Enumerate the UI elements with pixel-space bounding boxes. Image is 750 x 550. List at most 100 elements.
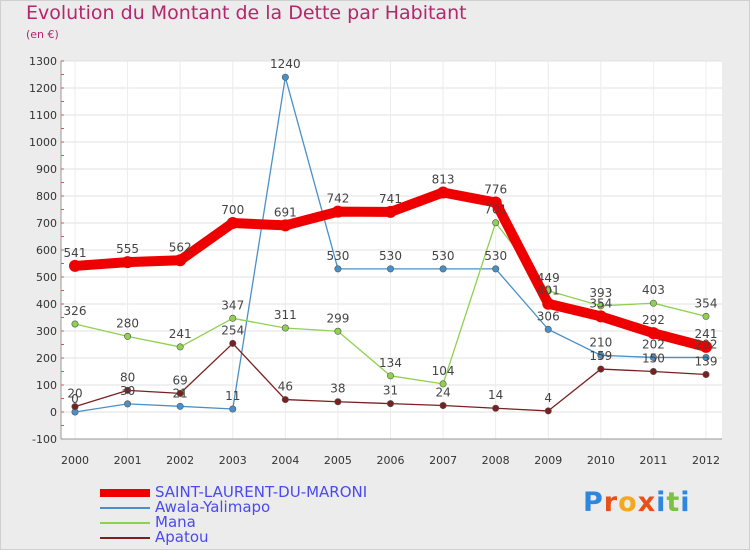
data-label: 691	[274, 205, 297, 219]
data-label: 742	[326, 192, 349, 206]
data-label: 14	[488, 388, 503, 402]
data-label: 449	[537, 271, 560, 285]
legend-label-awala-yalimapo: Awala-Yalimapo	[155, 498, 271, 516]
x-tick-label: 2006	[377, 454, 405, 467]
data-label: 104	[432, 364, 455, 378]
data-point	[489, 196, 502, 209]
data-label: 24	[435, 386, 450, 400]
y-tick-label: 100	[36, 379, 57, 392]
data-label: 139	[695, 354, 718, 368]
y-tick-label: 900	[36, 163, 57, 176]
data-label: 530	[326, 249, 349, 263]
data-label: 562	[169, 240, 192, 254]
legend-swatch-apatou	[100, 537, 150, 539]
data-label: 530	[484, 249, 507, 263]
data-point	[492, 265, 500, 273]
logo-letter: o	[618, 487, 638, 518]
legend-swatch-saint-laurent	[100, 489, 150, 497]
data-label: 241	[169, 327, 192, 341]
chart-subtitle: (en €)	[26, 28, 59, 41]
x-tick-label: 2002	[166, 454, 194, 467]
data-point	[124, 332, 132, 340]
data-label: 31	[383, 384, 398, 398]
data-label: 347	[221, 298, 244, 312]
legend-item-apatou: Apatou	[100, 528, 500, 546]
data-label: 1240	[270, 57, 301, 71]
y-tick-label: 400	[36, 298, 57, 311]
data-point	[279, 219, 292, 232]
data-label: 393	[589, 286, 612, 300]
data-point	[384, 205, 397, 218]
data-point	[649, 353, 657, 361]
data-point	[542, 297, 555, 310]
y-tick-label: 1200	[29, 82, 57, 95]
data-point	[439, 402, 447, 410]
legend-swatch-mana	[100, 522, 150, 524]
legend-label-apatou: Apatou	[155, 528, 209, 546]
data-label: 813	[432, 172, 455, 186]
data-label: 776	[484, 182, 507, 196]
data-point	[71, 403, 79, 411]
data-point	[229, 314, 237, 322]
data-point	[544, 325, 552, 333]
data-label: 202	[642, 337, 665, 351]
data-point	[331, 205, 344, 218]
x-tick-label: 2009	[534, 454, 562, 467]
y-tick-label: 300	[36, 325, 57, 338]
data-label: 11	[225, 389, 240, 403]
x-tick-label: 2011	[639, 454, 667, 467]
data-point	[437, 186, 450, 199]
y-tick-label: 1300	[29, 55, 57, 68]
data-point	[386, 265, 394, 273]
data-label: 134	[379, 356, 402, 370]
data-label: 306	[537, 309, 560, 323]
proxiti-logo: Proxiti	[583, 487, 691, 518]
data-point	[649, 367, 657, 375]
data-point	[334, 327, 342, 335]
data-point	[334, 265, 342, 273]
x-tick-label: 2012	[692, 454, 720, 467]
data-point	[597, 365, 605, 373]
data-label: 241	[695, 327, 718, 341]
y-tick-label: 700	[36, 217, 57, 230]
legend-item-awala-yalimapo: Awala-Yalimapo	[100, 498, 500, 516]
x-tick-label: 2007	[429, 454, 457, 467]
data-label: 701	[484, 203, 507, 217]
data-label: 4	[544, 391, 552, 405]
data-label: 202	[695, 337, 718, 351]
data-point	[124, 386, 132, 394]
data-label: 741	[379, 192, 402, 206]
y-tick-label: 1100	[29, 109, 57, 122]
data-label: 80	[120, 370, 135, 384]
y-tick-label: 500	[36, 271, 57, 284]
x-tick-label: 2000	[61, 454, 89, 467]
y-tick-label: 800	[36, 190, 57, 203]
data-label: 299	[326, 311, 349, 325]
data-point	[176, 389, 184, 397]
data-point	[281, 396, 289, 404]
data-point	[229, 339, 237, 347]
data-point	[594, 310, 607, 323]
data-point	[71, 320, 79, 328]
legend-item-mana: Mana	[100, 513, 500, 531]
data-label: 326	[64, 304, 87, 318]
logo-letter: i	[656, 487, 667, 518]
data-point	[492, 404, 500, 412]
logo-letter: t	[666, 487, 681, 518]
data-point	[492, 219, 500, 227]
data-point	[121, 256, 134, 269]
logo-letter: x	[637, 487, 657, 518]
data-point	[229, 405, 237, 413]
logo-letter: i	[680, 487, 691, 518]
data-label: 159	[589, 349, 612, 363]
data-label: 354	[589, 296, 612, 310]
data-point	[386, 372, 394, 380]
x-tick-label: 2010	[587, 454, 615, 467]
x-tick-label: 2003	[219, 454, 247, 467]
data-label: 150	[642, 352, 665, 366]
legend-label-saint-laurent: SAINT-LAURENT-DU-MARONI	[155, 483, 368, 501]
data-label: 46	[278, 380, 293, 394]
data-label: 280	[116, 316, 139, 330]
x-tick-label: 2005	[324, 454, 352, 467]
data-label: 555	[116, 242, 139, 256]
